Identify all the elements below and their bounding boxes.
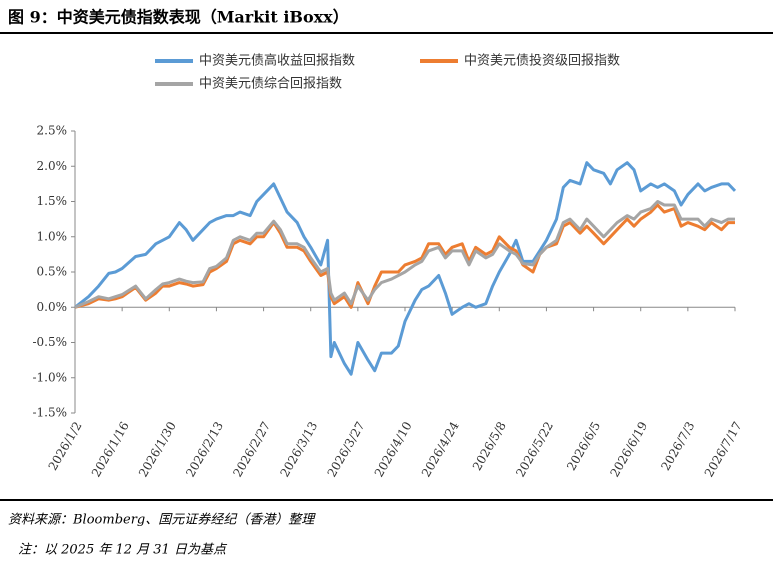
legend-label: 中资美元债投资级回报指数 (464, 53, 620, 69)
x-tick-label: 2026/1/2 (46, 419, 85, 473)
y-tick-label: 2.5% (37, 124, 68, 138)
x-tick-label: 2026/4/10 (372, 419, 415, 479)
x-tick-label: 2026/2/13 (183, 419, 226, 479)
x-tick-label: 2026/1/16 (89, 419, 132, 479)
x-tick-label: 2026/7/17 (702, 419, 745, 479)
series-line (74, 203, 735, 309)
y-tick-label: 1.0% (37, 229, 68, 243)
y-tick-label: -0.5% (32, 335, 67, 349)
x-tick-label: 2026/2/27 (230, 419, 273, 479)
x-tick-label: 2026/3/27 (325, 419, 368, 479)
series-line (74, 161, 737, 376)
legend-label: 中资美元债综合回报指数 (199, 77, 342, 92)
y-tick-label: 0.5% (37, 265, 68, 279)
x-tick-label: 2026/7/3 (658, 419, 697, 473)
x-tick-label: 2026/6/19 (607, 419, 650, 479)
x-tick-label: 2026/3/13 (277, 419, 320, 479)
source-note: 资料来源：Bloomberg、国元证券经纪（香港）整理 (8, 512, 316, 528)
legend-label: 中资美元债高收益回报指数 (199, 53, 355, 69)
footnote: 注：以 2025 年 12 月 31 日为基点 (18, 543, 228, 558)
x-tick-label: 2026/5/8 (470, 419, 509, 473)
chart-title: 图 9：中资美元债指数表现（Markit iBoxx） (8, 8, 349, 27)
x-tick-label: 2026/5/22 (513, 419, 556, 479)
y-tick-label: 1.5% (37, 194, 68, 208)
series-line (74, 200, 735, 309)
y-tick-label: -1.5% (32, 406, 67, 420)
y-tick-label: 2.0% (37, 159, 68, 173)
y-tick-label: -1.0% (32, 370, 67, 384)
x-tick-label: 2026/6/5 (564, 419, 603, 473)
x-tick-label: 2026/1/30 (136, 419, 179, 479)
x-tick-label: 2026/4/24 (419, 419, 462, 480)
y-tick-label: 0.0% (37, 300, 68, 314)
